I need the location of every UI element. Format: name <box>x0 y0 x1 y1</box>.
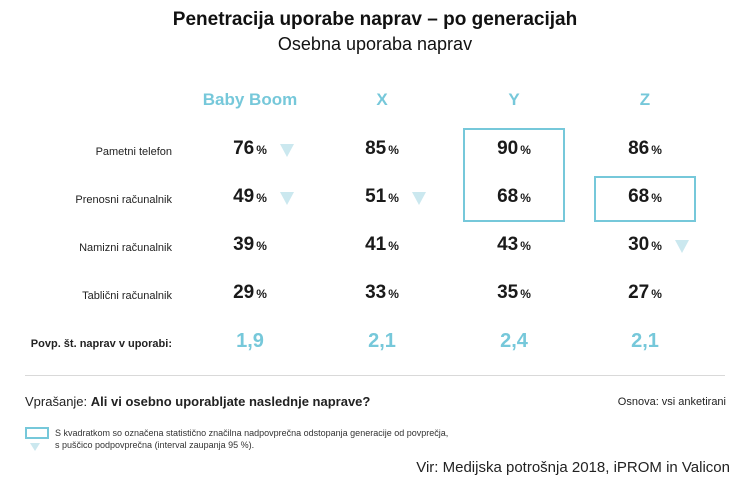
value-cell: 86% <box>575 138 715 160</box>
column-header: Y <box>508 90 520 109</box>
below-average-arrow-icon <box>280 192 294 205</box>
value-unit: % <box>520 143 531 157</box>
value-cell: 68% <box>575 186 715 208</box>
value-unit: % <box>256 287 267 301</box>
value-unit: % <box>388 191 399 205</box>
value-cell: 43% <box>444 234 584 256</box>
value-number: 43 <box>497 234 519 255</box>
average-value: 2,1 <box>631 330 659 352</box>
value-unit: % <box>388 143 399 157</box>
value-cell: 33% <box>312 282 452 304</box>
value-number: 27 <box>628 282 650 303</box>
row-label: Prenosni računalnik <box>75 194 172 206</box>
above-average-box <box>594 176 696 222</box>
value-unit: % <box>256 239 267 253</box>
value-cell: 68% <box>444 186 584 208</box>
column-header: Baby Boom <box>202 90 298 109</box>
value-number: 76 <box>233 138 255 159</box>
value-number: 86 <box>628 138 650 159</box>
source-note: Vir: Medijska potrošnja 2018, iPROM in V… <box>416 459 730 476</box>
column-header: X <box>376 90 388 109</box>
divider <box>25 375 725 376</box>
value-unit: % <box>520 239 531 253</box>
question-text: Ali vi osebno uporabljate naslednje napr… <box>90 394 371 409</box>
value-cell: 30% <box>575 234 715 256</box>
legend-text: S kvadratkom so označena statistično zna… <box>55 427 448 451</box>
value-unit: % <box>651 287 662 301</box>
value-cell: 27% <box>575 282 715 304</box>
below-average-arrow-icon <box>675 240 689 253</box>
legend-line-1: S kvadratkom so označena statistično zna… <box>55 428 449 438</box>
below-average-arrow-icon <box>280 144 294 157</box>
above-average-box <box>463 128 565 222</box>
row-label: Pametni telefon <box>95 146 172 158</box>
value-number: 51 <box>365 186 387 207</box>
value-unit: % <box>388 239 399 253</box>
chart-subtitle: Osebna uporaba naprav <box>277 34 473 54</box>
value-unit: % <box>520 287 531 301</box>
legend-line-2: s puščico podpovprečna (interval zaupanj… <box>55 440 255 450</box>
value-cell: 39% <box>180 234 320 256</box>
legend-arrow-icon <box>30 443 40 451</box>
average-row-label: Povp. št. naprav v uporabi: <box>30 338 172 350</box>
basis-note: Osnova: vsi anketirani <box>617 396 726 408</box>
value-cell: 49% <box>180 186 320 208</box>
value-unit: % <box>651 191 662 205</box>
value-number: 33 <box>365 282 387 303</box>
question-prefix: Vprašanje: <box>25 394 88 409</box>
value-cell: 90% <box>444 138 584 160</box>
value-number: 30 <box>628 234 650 255</box>
value-number: 49 <box>233 186 255 207</box>
column-header: Z <box>639 90 651 109</box>
legend-square-icon <box>25 427 49 439</box>
average-value: 2,1 <box>368 330 396 352</box>
row-label: Namizni računalnik <box>79 242 172 254</box>
value-number: 85 <box>365 138 387 159</box>
value-number: 35 <box>497 282 519 303</box>
value-number: 90 <box>497 138 519 159</box>
average-value: 1,9 <box>236 330 264 352</box>
below-average-arrow-icon <box>412 192 426 205</box>
value-unit: % <box>651 143 662 157</box>
value-unit: % <box>388 287 399 301</box>
value-number: 68 <box>628 186 650 207</box>
value-cell: 76% <box>180 138 320 160</box>
average-value: 2,4 <box>500 330 528 352</box>
value-number: 68 <box>497 186 519 207</box>
row-label: Tablični računalnik <box>82 290 172 302</box>
value-cell: 29% <box>180 282 320 304</box>
value-cell: 85% <box>312 138 452 160</box>
value-unit: % <box>651 239 662 253</box>
question: Vprašanje: Ali vi osebno uporabljate nas… <box>25 394 370 409</box>
value-cell: 35% <box>444 282 584 304</box>
value-unit: % <box>256 143 267 157</box>
value-number: 41 <box>365 234 387 255</box>
chart-title: Penetracija uporabe naprav – po generaci… <box>172 9 578 30</box>
value-unit: % <box>256 191 267 205</box>
value-unit: % <box>520 191 531 205</box>
value-cell: 41% <box>312 234 452 256</box>
value-number: 39 <box>233 234 255 255</box>
value-cell: 51% <box>312 186 452 208</box>
value-number: 29 <box>233 282 255 303</box>
